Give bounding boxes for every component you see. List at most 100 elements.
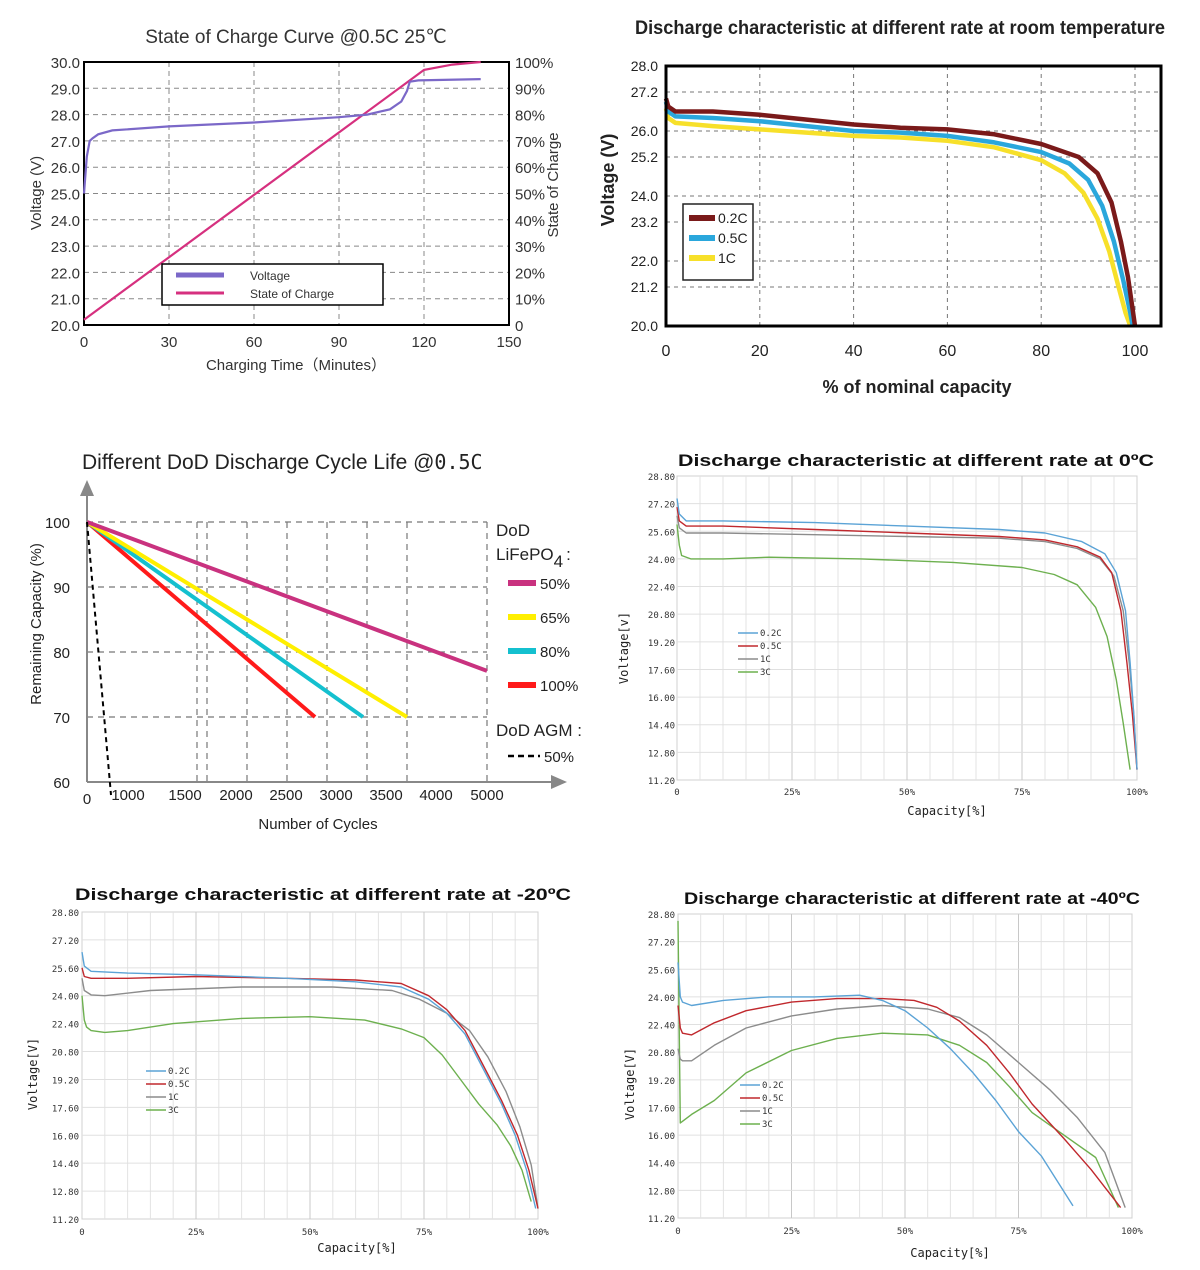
dod-grid bbox=[87, 521, 488, 782]
soc-y2tick-label: 80% bbox=[515, 108, 545, 125]
minus20-ytick-label: 22.40 bbox=[52, 1021, 79, 1031]
dod-line-80 bbox=[85, 520, 365, 719]
room-line-02c bbox=[663, 97, 1138, 327]
minus40-ytick-label: 14.40 bbox=[648, 1160, 675, 1170]
soc-ytick-label: 22.0 bbox=[51, 265, 80, 282]
minus40-ytick-label: 12.80 bbox=[648, 1187, 675, 1197]
soc-y2label: State of Charge bbox=[545, 132, 562, 237]
soc-legend-label-voltage: Voltage bbox=[250, 269, 290, 283]
soc-y2tick-label: 50% bbox=[515, 187, 545, 204]
minus40-ytick-label: 28.80 bbox=[648, 911, 675, 921]
minus40-chart: Discharge characteristic at different ra… bbox=[623, 889, 1143, 1260]
minus40-xticks: 0 25% 50% 75% 100% bbox=[675, 1227, 1143, 1237]
zero-ytick-label: 14.40 bbox=[648, 722, 675, 732]
zero-line-02c bbox=[676, 498, 1138, 770]
minus40-xtick-label: 75% bbox=[1010, 1227, 1027, 1237]
zero-chart: Discharge characteristic at different ra… bbox=[617, 451, 1154, 818]
minus40-ytick-label: 17.60 bbox=[648, 1104, 675, 1114]
soc-chart-panel: State of Charge Curve @0.5C 25℃ 0 30 60 90 1… bbox=[0, 0, 590, 420]
minus20-ytick-label: 17.60 bbox=[52, 1104, 79, 1114]
dod-title-text: Different DoD Discharge Cycle Life @ bbox=[82, 451, 434, 474]
zero-ytick-label: 17.60 bbox=[648, 666, 675, 676]
minus40-ytick-label: 22.40 bbox=[648, 1022, 675, 1032]
minus40-line-1c bbox=[677, 1004, 1126, 1208]
soc-y2tick-label: 90% bbox=[515, 81, 545, 98]
zero-xtick-label: 100% bbox=[1126, 788, 1148, 798]
minus20-xtick-label: 75% bbox=[416, 1228, 433, 1238]
zero-ytick-label: 16.00 bbox=[648, 694, 675, 704]
minus20-ytick-label: 25.60 bbox=[52, 965, 79, 975]
room-ytick-label: 25.2 bbox=[631, 149, 658, 165]
zero-xlabel: Capacity[%] bbox=[907, 804, 986, 818]
dod-ytick-label: 70 bbox=[53, 710, 70, 727]
dod-legend-label-agm: 50% bbox=[544, 749, 574, 766]
room-xtick-label: 20 bbox=[751, 343, 769, 360]
dod-xtick-label: 1000 bbox=[111, 787, 144, 804]
minus20-ytick-label: 16.00 bbox=[52, 1132, 79, 1142]
room-xtick-label: 60 bbox=[939, 343, 957, 360]
zero-ytick-label: 24.00 bbox=[648, 556, 675, 566]
minus20-title: Discharge characteristic at different ra… bbox=[75, 885, 571, 904]
soc-xtick-label: 0 bbox=[80, 334, 88, 351]
dod-xtick-label: 3500 bbox=[369, 787, 402, 804]
zero-ytick-label: 28.80 bbox=[648, 473, 675, 483]
zero-grid bbox=[676, 475, 1138, 781]
soc-xtick-label: 120 bbox=[411, 334, 436, 351]
room-ytick-label: 23.2 bbox=[631, 214, 658, 230]
dod-xtick-label: 5000 bbox=[470, 787, 503, 804]
room-ytick-label: 20.0 bbox=[631, 318, 658, 334]
soc-ylabel: Voltage (V) bbox=[28, 156, 45, 230]
minus20-ytick-label: 11.20 bbox=[52, 1216, 79, 1226]
minus40-legend-label-1c: 1C bbox=[762, 1107, 773, 1117]
room-line-1c bbox=[663, 107, 1133, 327]
soc-title: State of Charge Curve @0.5C 25℃ bbox=[145, 27, 447, 48]
soc-ytick-label: 23.0 bbox=[51, 239, 80, 256]
minus20-legend: 0.2C 0.5C 1C 3C bbox=[146, 1067, 190, 1116]
soc-xtick-label: 30 bbox=[161, 334, 178, 351]
dod-xtick-label: 0 bbox=[83, 791, 91, 808]
soc-xtick-label: 150 bbox=[496, 334, 521, 351]
soc-ytick-label: 26.0 bbox=[51, 160, 80, 177]
dod-title: Different DoD Discharge Cycle Life @0.5C bbox=[82, 450, 483, 474]
minus40-ylabel: Voltage[V] bbox=[623, 1048, 637, 1120]
dod-legend-heading-chem-text: LiFePO bbox=[496, 545, 554, 564]
minus20-ytick-label: 20.80 bbox=[52, 1049, 79, 1059]
minus40-ytick-label: 20.80 bbox=[648, 1049, 675, 1059]
soc-legend: Voltage State of Charge bbox=[161, 263, 384, 306]
minus20-legend-label-05c: 0.5C bbox=[168, 1080, 190, 1090]
soc-ytick-label: 24.0 bbox=[51, 213, 80, 230]
room-plot-frame bbox=[664, 64, 1163, 328]
room-title: Discharge characteristic at different ra… bbox=[635, 18, 1165, 39]
minus20-line-02c bbox=[81, 951, 537, 1209]
zero-ytick-label: 20.80 bbox=[648, 611, 675, 621]
zero-ytick-label: 25.60 bbox=[648, 528, 675, 538]
dod-legend-heading-chem-sub: 4 bbox=[554, 552, 563, 571]
zero-legend-label-1c: 1C bbox=[760, 655, 771, 665]
soc-ytick-label: 29.0 bbox=[51, 81, 80, 98]
room-ytick-label: 26.0 bbox=[631, 123, 658, 139]
dod-y-axis-arrow bbox=[80, 480, 94, 496]
room-chart-panel: Discharge characteristic at different ra… bbox=[595, 0, 1200, 420]
room-xtick-label: 100 bbox=[1122, 343, 1149, 360]
minus20-xtick-label: 50% bbox=[302, 1228, 319, 1238]
dod-xticks: 0 1000 1500 2000 2500 3000 3500 4000 5000 bbox=[83, 787, 504, 808]
dod-ytick-label: 60 bbox=[53, 775, 70, 792]
minus40-line-3c bbox=[677, 920, 1120, 1208]
minus40-line-05c bbox=[677, 997, 1122, 1209]
room-ytick-label: 22.0 bbox=[631, 253, 658, 269]
minus20-ytick-label: 12.80 bbox=[52, 1188, 79, 1198]
dod-legend-label-100: 100% bbox=[540, 678, 578, 695]
minus40-legend-label-3c: 3C bbox=[762, 1120, 773, 1130]
zero-xticks: 0 25% 50% 75% 100% bbox=[674, 788, 1148, 798]
zero-ytick-label: 19.20 bbox=[648, 639, 675, 649]
minus40-xtick-label: 100% bbox=[1121, 1227, 1143, 1237]
room-ylabel: Voltage (V) bbox=[598, 134, 618, 227]
zero-legend: 0.2C 0.5C 1C 3C bbox=[738, 629, 782, 678]
minus20-yticks: 11.20 12.80 14.40 16.00 17.60 19.20 20.80 22.40… bbox=[52, 909, 79, 1226]
room-xtick-label: 0 bbox=[662, 343, 671, 360]
zero-ytick-label: 12.80 bbox=[648, 749, 675, 759]
minus20-xtick-label: 25% bbox=[188, 1228, 205, 1238]
minus40-legend: 0.2C 0.5C 1C 3C bbox=[740, 1081, 784, 1130]
minus20-xtick-label: 100% bbox=[527, 1228, 549, 1238]
soc-ytick-label: 25.0 bbox=[51, 187, 80, 204]
